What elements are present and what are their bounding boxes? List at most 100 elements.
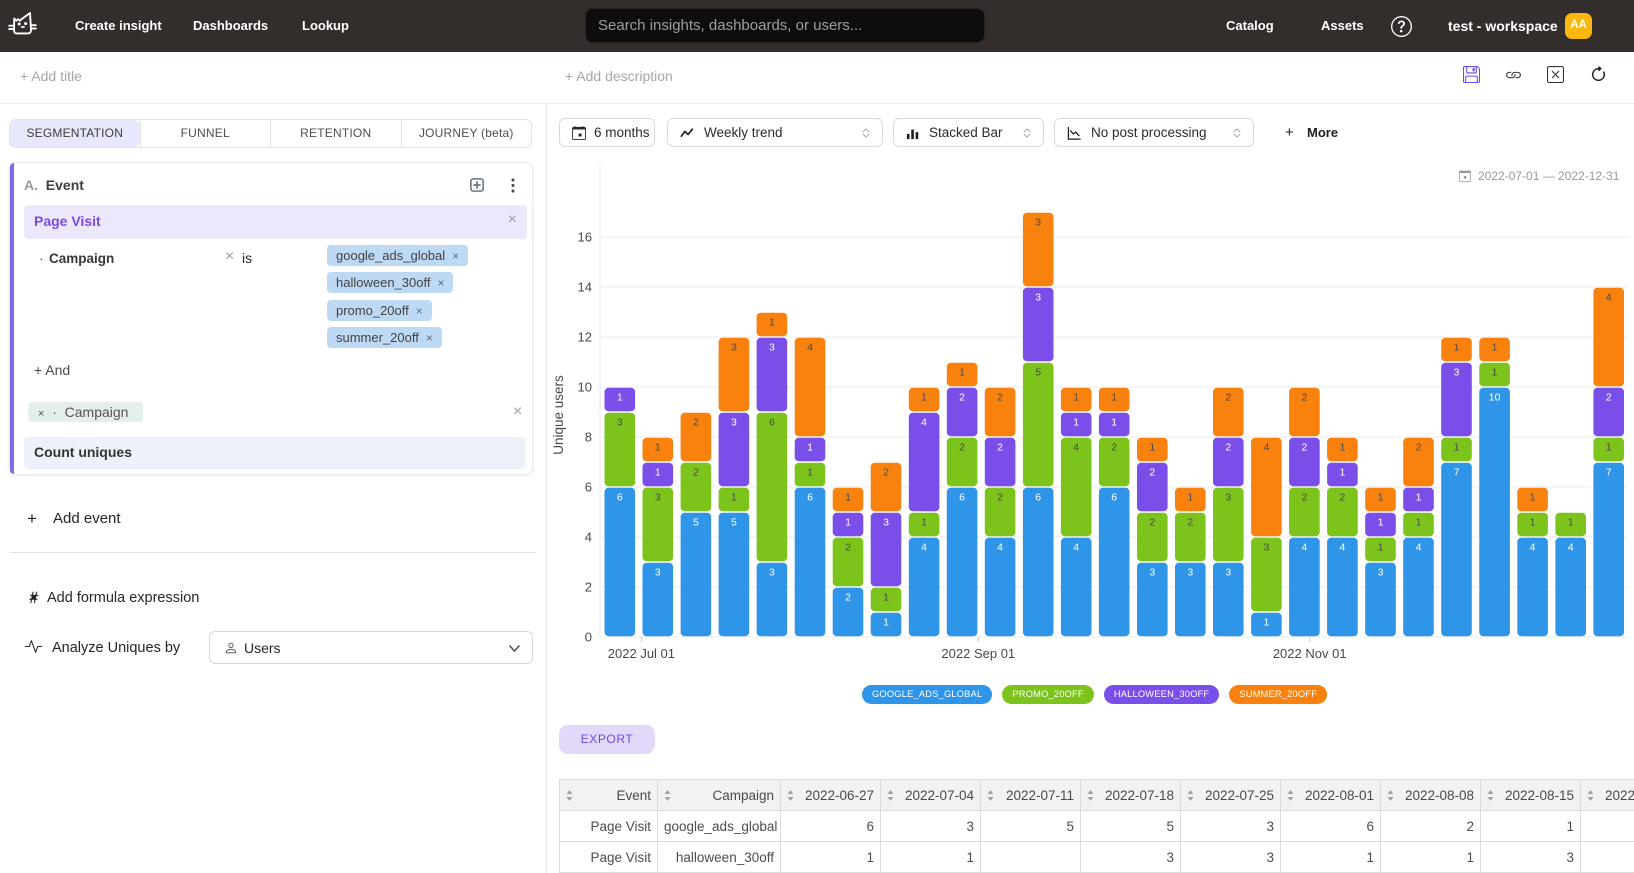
svg-text:1: 1 [1111, 416, 1117, 428]
svg-text:1: 1 [883, 616, 889, 628]
svg-text:2: 2 [693, 416, 699, 428]
svg-text:10: 10 [578, 380, 592, 395]
svg-text:3: 3 [1225, 566, 1231, 578]
svg-text:1: 1 [807, 466, 813, 478]
svg-text:2022 Nov 01: 2022 Nov 01 [1273, 646, 1347, 661]
svg-text:2: 2 [997, 441, 1003, 453]
svg-text:2: 2 [845, 591, 851, 603]
svg-text:1: 1 [845, 491, 851, 503]
svg-text:3: 3 [769, 566, 775, 578]
svg-text:4: 4 [1339, 541, 1345, 553]
svg-text:1: 1 [883, 591, 889, 603]
svg-text:1: 1 [655, 441, 661, 453]
svg-text:2: 2 [1416, 441, 1422, 453]
svg-text:4: 4 [1301, 541, 1307, 553]
svg-text:4: 4 [1606, 291, 1612, 303]
svg-text:14: 14 [578, 280, 592, 295]
svg-text:6: 6 [1035, 491, 1041, 503]
svg-text:4: 4 [997, 541, 1003, 553]
svg-text:7: 7 [1454, 466, 1460, 478]
svg-text:16: 16 [578, 230, 592, 245]
svg-text:3: 3 [1187, 566, 1193, 578]
svg-text:1: 1 [1492, 341, 1498, 353]
svg-text:4: 4 [1263, 441, 1269, 453]
svg-text:2: 2 [1225, 391, 1231, 403]
svg-text:3: 3 [731, 341, 737, 353]
svg-text:1: 1 [1492, 366, 1498, 378]
svg-text:12: 12 [578, 330, 592, 345]
svg-text:1: 1 [1073, 416, 1079, 428]
svg-text:2: 2 [1225, 441, 1231, 453]
svg-text:3: 3 [1035, 291, 1041, 303]
svg-text:1: 1 [1530, 491, 1536, 503]
svg-text:2022 Jul 01: 2022 Jul 01 [608, 646, 675, 661]
svg-text:5: 5 [1035, 366, 1041, 378]
svg-text:1: 1 [845, 516, 851, 528]
svg-text:6: 6 [1111, 491, 1117, 503]
svg-text:1: 1 [1339, 441, 1345, 453]
svg-text:4: 4 [1073, 541, 1079, 553]
svg-text:1: 1 [769, 316, 775, 328]
svg-text:2: 2 [883, 466, 889, 478]
svg-text:1: 1 [1073, 391, 1079, 403]
svg-text:6: 6 [807, 491, 813, 503]
svg-text:3: 3 [655, 491, 661, 503]
svg-text:1: 1 [1263, 616, 1269, 628]
svg-text:8: 8 [585, 430, 592, 445]
svg-text:2: 2 [997, 391, 1003, 403]
svg-text:2: 2 [1606, 391, 1612, 403]
svg-text:1: 1 [1149, 441, 1155, 453]
svg-text:3: 3 [769, 341, 775, 353]
svg-text:1: 1 [1111, 391, 1117, 403]
svg-text:6: 6 [585, 480, 592, 495]
svg-text:2022 Sep 01: 2022 Sep 01 [941, 646, 1015, 661]
svg-text:2: 2 [1301, 391, 1307, 403]
svg-text:1: 1 [1378, 516, 1384, 528]
svg-text:4: 4 [921, 541, 927, 553]
svg-text:6: 6 [959, 491, 965, 503]
svg-text:Unique users: Unique users [551, 375, 566, 455]
svg-text:3: 3 [883, 516, 889, 528]
svg-text:1: 1 [1530, 516, 1536, 528]
svg-text:4: 4 [1530, 541, 1536, 553]
svg-text:3: 3 [731, 416, 737, 428]
svg-text:4: 4 [585, 530, 592, 545]
svg-text:1: 1 [1187, 491, 1193, 503]
svg-text:3: 3 [1378, 566, 1384, 578]
svg-text:1: 1 [1568, 516, 1574, 528]
svg-text:1: 1 [1606, 441, 1612, 453]
svg-text:4: 4 [807, 341, 813, 353]
svg-text:4: 4 [1073, 441, 1079, 453]
svg-text:1: 1 [731, 491, 737, 503]
svg-text:3: 3 [1225, 491, 1231, 503]
svg-text:1: 1 [1416, 491, 1422, 503]
svg-text:1: 1 [921, 516, 927, 528]
svg-text:4: 4 [921, 416, 927, 428]
svg-text:3: 3 [655, 566, 661, 578]
svg-text:2: 2 [1301, 441, 1307, 453]
svg-text:1: 1 [1378, 491, 1384, 503]
svg-text:3: 3 [617, 416, 623, 428]
svg-text:6: 6 [769, 416, 775, 428]
svg-text:2: 2 [1339, 491, 1345, 503]
svg-text:1: 1 [655, 466, 661, 478]
svg-text:1: 1 [617, 391, 623, 403]
svg-text:3: 3 [1035, 216, 1041, 228]
svg-text:1: 1 [1454, 441, 1460, 453]
svg-text:2: 2 [997, 491, 1003, 503]
svg-text:5: 5 [693, 516, 699, 528]
svg-text:10: 10 [1489, 391, 1501, 403]
svg-text:2: 2 [1187, 516, 1193, 528]
svg-text:3: 3 [1263, 541, 1269, 553]
svg-text:1: 1 [921, 391, 927, 403]
svg-text:7: 7 [1606, 466, 1612, 478]
svg-text:2: 2 [1149, 466, 1155, 478]
svg-text:2: 2 [845, 541, 851, 553]
svg-text:2: 2 [959, 391, 965, 403]
svg-text:5: 5 [731, 516, 737, 528]
svg-text:1: 1 [1454, 341, 1460, 353]
svg-text:1: 1 [807, 441, 813, 453]
svg-text:3: 3 [1149, 566, 1155, 578]
svg-text:3: 3 [1454, 366, 1460, 378]
svg-text:4: 4 [1568, 541, 1574, 553]
